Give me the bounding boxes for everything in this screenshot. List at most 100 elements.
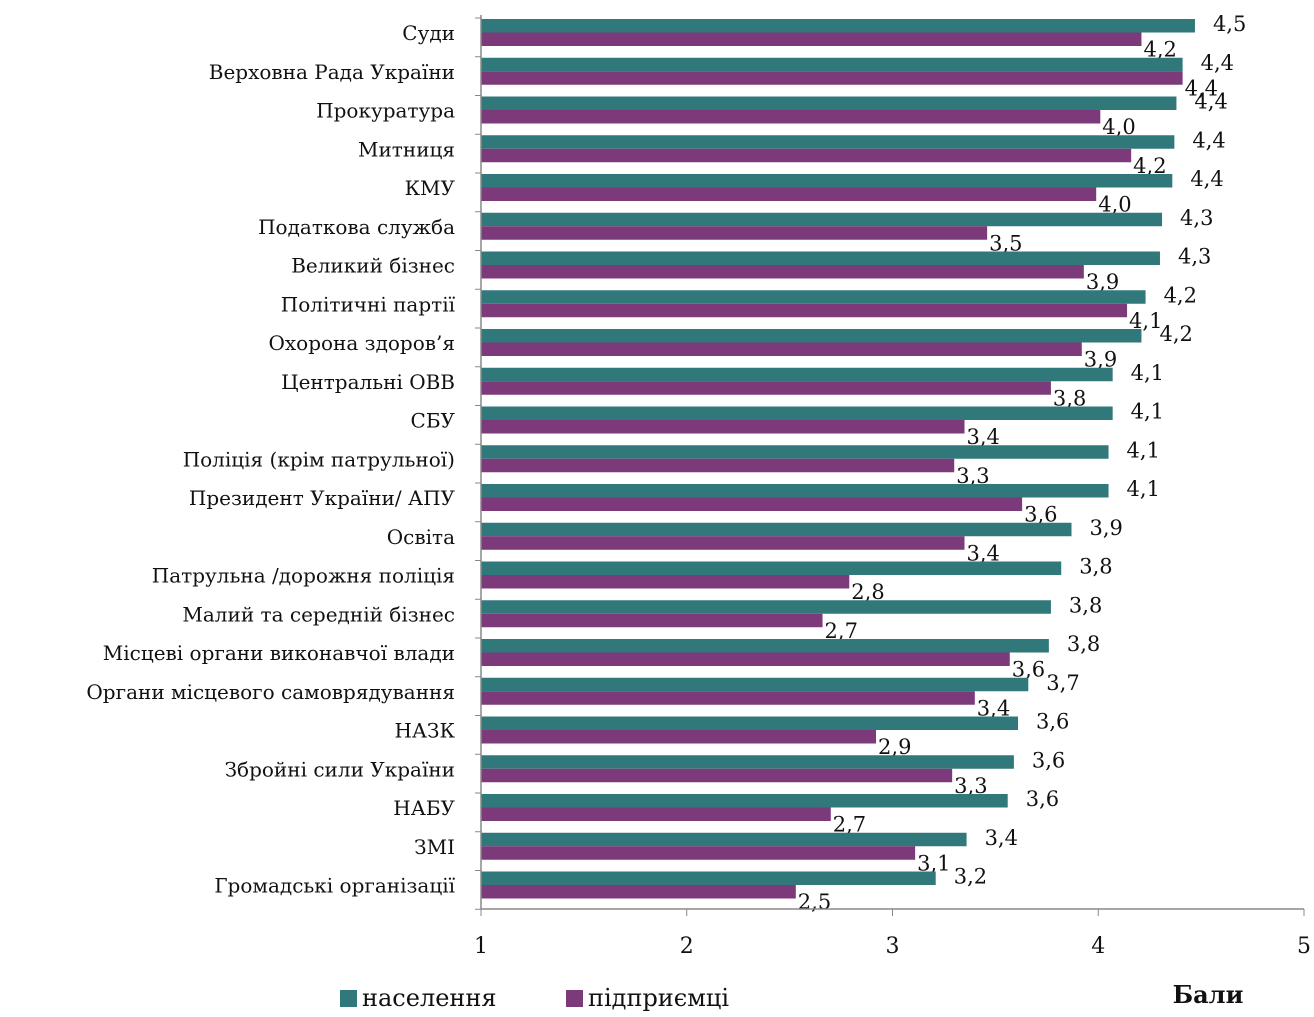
category-label: Малий та середній бізнес <box>182 602 455 626</box>
category-label: Збройні сили України <box>225 757 455 781</box>
bar-population <box>481 677 1029 692</box>
data-label: 3,1 <box>917 851 950 875</box>
bar-population <box>481 600 1051 614</box>
bar-population <box>481 96 1177 110</box>
bar-entrepreneurs <box>481 148 1132 163</box>
data-label: 3,9 <box>1084 348 1117 372</box>
category-label: Верховна Рада України <box>209 60 455 84</box>
bar-entrepreneurs <box>481 652 1010 666</box>
x-tick-label: 3 <box>886 934 900 959</box>
category-label: Центральні ОВВ <box>281 370 455 394</box>
data-label: 3,3 <box>956 464 989 488</box>
data-label: 4,1 <box>1131 361 1164 385</box>
bar-population <box>481 561 1062 575</box>
bar-population <box>481 174 1173 188</box>
data-label: 3,9 <box>1086 270 1119 294</box>
data-label: 4,1 <box>1127 438 1160 462</box>
data-label: 4,2 <box>1164 283 1197 307</box>
bar-entrepreneurs <box>481 226 988 240</box>
legend-swatch-population <box>340 990 357 1007</box>
category-label: Політичні партії <box>281 292 456 316</box>
x-axis-title: Бали <box>1173 980 1244 1009</box>
data-label: 4,4 <box>1185 76 1218 100</box>
bar-entrepreneurs <box>481 342 1082 356</box>
data-label: 2,5 <box>798 890 831 914</box>
data-label: 4,3 <box>1178 245 1211 269</box>
bar-entrepreneurs <box>481 303 1128 318</box>
legend: населення підприємці <box>340 984 729 1012</box>
category-label: Прокуратура <box>316 99 455 123</box>
bar-population <box>481 832 967 847</box>
category-label: ЗМІ <box>414 835 455 859</box>
category-label: НАБУ <box>393 796 455 820</box>
category-label: СБУ <box>411 409 456 433</box>
data-label: 4,4 <box>1192 128 1225 152</box>
bar-population <box>481 290 1146 304</box>
data-label: 2,8 <box>851 580 884 604</box>
data-label: 4,4 <box>1190 167 1223 191</box>
data-label: 3,7 <box>1046 671 1079 695</box>
data-label: 3,6 <box>1024 503 1057 527</box>
data-label: 4,2 <box>1159 322 1192 346</box>
bar-population <box>481 19 1195 33</box>
x-tick-label: 4 <box>1091 934 1105 959</box>
bar-entrepreneurs <box>481 613 823 628</box>
bar-entrepreneurs <box>481 691 975 705</box>
category-label: Охорона здоров’я <box>268 331 455 355</box>
data-label: 3,8 <box>1079 555 1112 579</box>
data-label: 2,7 <box>833 813 866 837</box>
data-label: 4,2 <box>1133 154 1166 178</box>
bar-entrepreneurs <box>481 32 1142 46</box>
bar-entrepreneurs <box>481 536 965 550</box>
bar-population <box>481 367 1113 382</box>
bar-entrepreneurs <box>481 497 1023 511</box>
bar-population <box>481 329 1142 343</box>
category-label: Освіта <box>387 525 455 549</box>
data-label: 3,8 <box>1067 632 1100 656</box>
bar-population <box>481 212 1163 227</box>
bar-population <box>481 639 1049 653</box>
data-label: 4,1 <box>1127 477 1160 501</box>
data-label: 4,5 <box>1213 12 1246 36</box>
data-label: 3,4 <box>977 696 1010 720</box>
data-label: 4,4 <box>1201 51 1234 75</box>
data-label: 3,5 <box>989 231 1022 255</box>
data-label: 3,4 <box>967 541 1000 565</box>
bar-population <box>481 716 1019 730</box>
category-label: НАЗК <box>394 719 455 743</box>
category-label: КМУ <box>405 176 456 200</box>
data-label: 3,4 <box>985 826 1018 850</box>
category-label: Місцеві органи виконавчої влади <box>103 641 455 665</box>
bar-entrepreneurs <box>481 420 965 434</box>
legend-label-entrepreneurs: підприємці <box>588 984 729 1012</box>
data-label: 4,0 <box>1098 193 1131 217</box>
category-label: Патрульна /дорожня поліція <box>152 564 455 588</box>
data-label: 3,2 <box>954 865 987 889</box>
bar-population <box>481 251 1160 265</box>
bar-population <box>481 57 1183 72</box>
data-label: 4,1 <box>1131 400 1164 424</box>
data-label: 3,8 <box>1069 593 1102 617</box>
bar-population <box>481 484 1109 498</box>
bar-entrepreneurs <box>481 575 850 589</box>
data-label: 2,9 <box>878 735 911 759</box>
category-label: Великий бізнес <box>291 254 455 278</box>
data-label: 3,9 <box>1090 516 1123 540</box>
bar-entrepreneurs <box>481 187 1097 201</box>
bar-entrepreneurs <box>481 768 953 783</box>
data-label: 4,0 <box>1102 115 1135 139</box>
legend-label-population: населення <box>362 984 497 1012</box>
bar-population <box>481 445 1109 459</box>
x-tick-label: 2 <box>680 934 694 959</box>
bar-entrepreneurs <box>481 846 916 860</box>
category-label: Поліція (крім патрульної) <box>183 447 455 471</box>
category-label: Органи місцевого самоврядування <box>86 680 455 704</box>
bar-entrepreneurs <box>481 381 1051 395</box>
bar-entrepreneurs <box>481 265 1084 279</box>
data-label: 4,1 <box>1129 309 1162 333</box>
x-tick-label: 1 <box>474 934 488 959</box>
legend-item-entrepreneurs: підприємці <box>566 984 729 1012</box>
category-label: Громадські організації <box>214 874 455 898</box>
